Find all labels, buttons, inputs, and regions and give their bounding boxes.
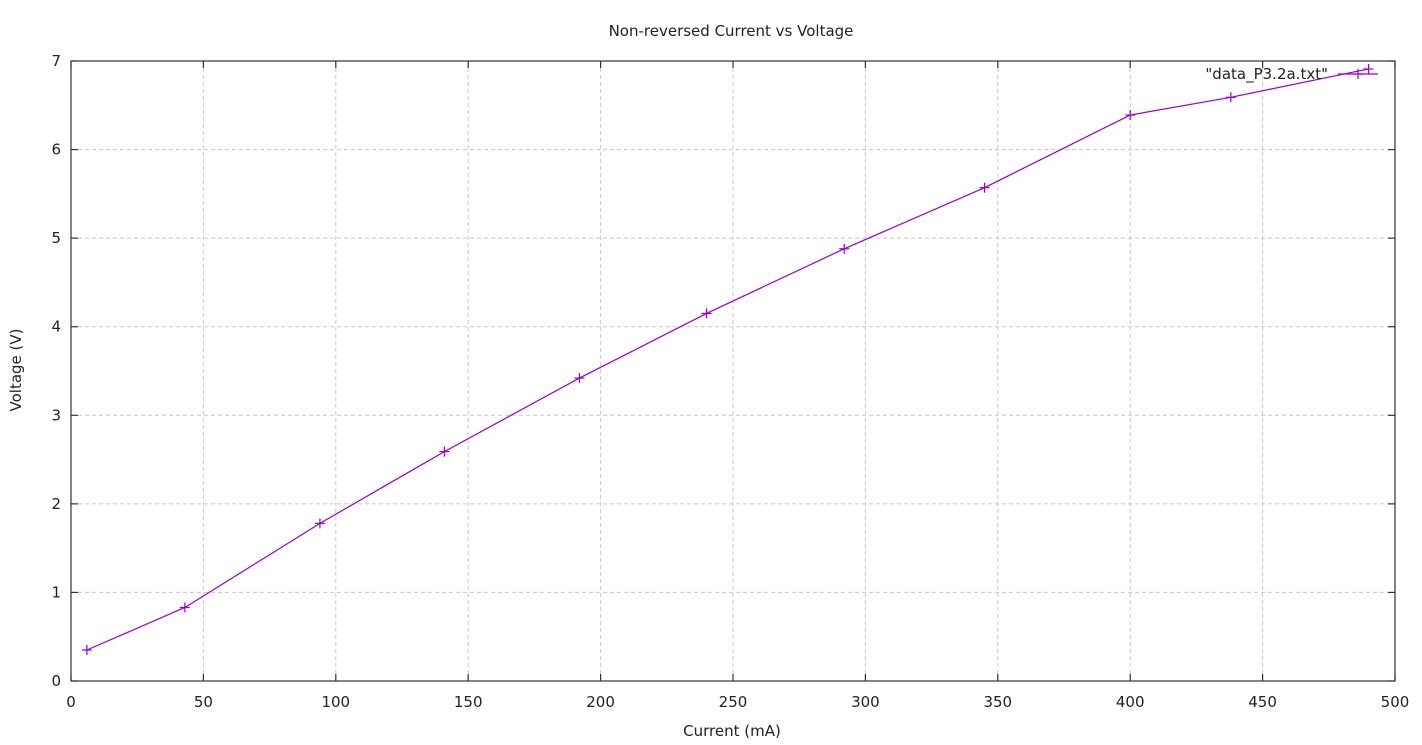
- y-tick-label: 5: [51, 229, 61, 247]
- data-point: [1363, 63, 1374, 74]
- x-tick-label: 300: [851, 693, 880, 711]
- data-point: [179, 602, 190, 613]
- series-line: [86, 68, 1369, 651]
- y-tick-label: 1: [51, 583, 61, 601]
- data-point: [574, 373, 585, 384]
- legend-marker-plus: [1353, 69, 1363, 79]
- x-tick-label: 100: [321, 693, 350, 711]
- x-tick-label: 200: [586, 693, 615, 711]
- y-tick-label: 4: [51, 318, 61, 336]
- y-tick-label: 6: [51, 141, 61, 159]
- y-tick-label: 7: [51, 52, 61, 70]
- data-point: [979, 182, 990, 193]
- data-point: [81, 645, 92, 655]
- x-tick-label: 500: [1381, 693, 1410, 711]
- data-point: [839, 243, 850, 254]
- x-tick-label: 450: [1248, 693, 1277, 711]
- grid: [71, 61, 1395, 681]
- x-tick-label: 350: [983, 693, 1012, 711]
- x-tick-label: 250: [719, 693, 748, 711]
- x-tick-label: 50: [194, 693, 213, 711]
- axis-ticks: 0 50 100 150 200 250 300 350 400 450 500 0 1 2 3 4 5 6 7: [51, 52, 1409, 711]
- y-tick-label: 3: [51, 406, 61, 424]
- x-axis-label: Current (mA): [683, 722, 781, 740]
- series-layer: [81, 63, 1374, 655]
- legend-marker: [1353, 69, 1363, 79]
- x-tick-label: 150: [454, 693, 483, 711]
- data-point: [1125, 110, 1136, 121]
- x-tick-label: 400: [1116, 693, 1145, 711]
- y-axis-label: Voltage (V): [7, 329, 25, 412]
- y-tick-label: 0: [51, 672, 61, 690]
- data-point: [1225, 92, 1236, 103]
- data-point: [701, 308, 712, 319]
- y-tick-label: 2: [51, 495, 61, 513]
- data-point: [314, 518, 325, 529]
- legend-entry-label: "data_P3.2a.txt": [1205, 65, 1328, 84]
- chart-title: Non-reversed Current vs Voltage: [609, 22, 854, 40]
- data-point: [439, 446, 450, 457]
- x-tick-label: 0: [66, 693, 76, 711]
- legend: "data_P3.2a.txt": [1205, 65, 1378, 84]
